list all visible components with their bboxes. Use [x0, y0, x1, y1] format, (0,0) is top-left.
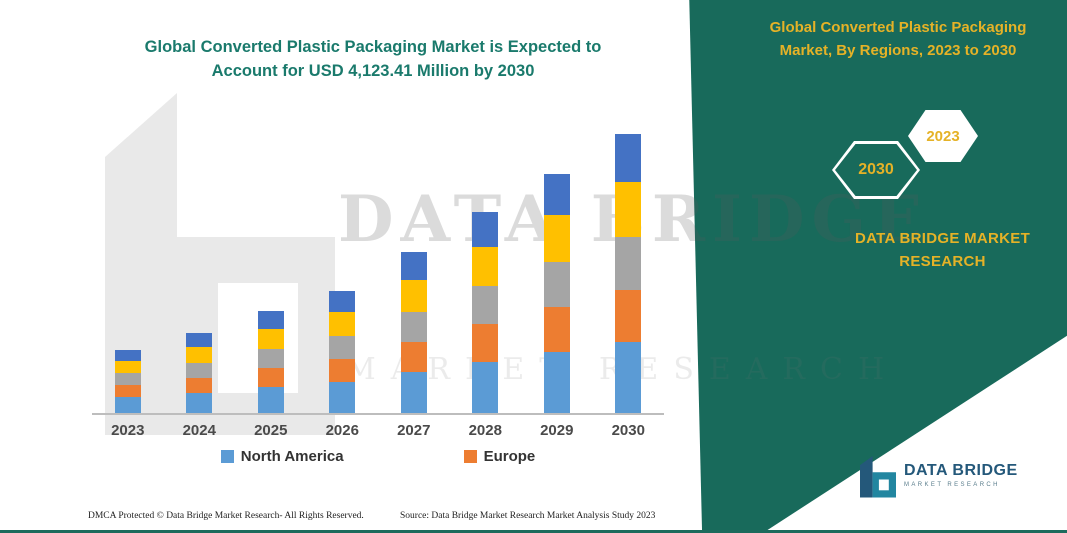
bar-segment — [329, 359, 356, 382]
bar-slot — [378, 252, 450, 413]
stacked-bar-2028 — [472, 212, 499, 413]
bar-slot — [521, 174, 593, 413]
bar-segment — [329, 312, 356, 336]
legend-label: Europe — [483, 448, 536, 465]
bar-segment — [472, 324, 499, 362]
bar-segment — [114, 361, 141, 373]
badge-2030-hexagon: 2030 — [832, 141, 920, 199]
bar-segment — [186, 333, 213, 347]
bar-segment — [543, 215, 570, 262]
bar-segment — [543, 262, 570, 307]
bar-segment — [329, 291, 356, 312]
bar-segment — [400, 280, 427, 312]
bar-segment — [257, 387, 284, 413]
bar-segment — [400, 372, 427, 413]
legend-swatch — [220, 450, 234, 463]
page-title: Global Converted Plastic Packaging Marke… — [144, 38, 602, 80]
stacked-bar-2027 — [400, 252, 427, 413]
bar-segment — [329, 336, 356, 359]
bar-segment — [257, 349, 284, 368]
bar-segment — [543, 307, 570, 352]
bar-slot — [593, 134, 665, 413]
bar-segment — [400, 312, 427, 342]
bar-segment — [615, 134, 642, 182]
dbmr-logo-text: DATA BRIDGE MARKET RESEARCH — [904, 462, 1018, 488]
bar-segment — [400, 252, 427, 280]
x-tick-label: 2029 — [540, 422, 574, 439]
bar-segment — [257, 368, 284, 387]
legend-item-north-america: North America — [220, 448, 344, 465]
legend: North America Europe — [92, 448, 664, 465]
bar-segment — [257, 311, 284, 329]
legend-item-europe: Europe — [463, 448, 536, 465]
bar-segment — [400, 342, 427, 372]
bar-segment — [472, 247, 499, 286]
bar-segment — [543, 352, 570, 413]
bar-segment — [114, 373, 141, 385]
footer-source: Source: Data Bridge Market Research Mark… — [400, 511, 656, 521]
dbmr-logo-tagline: MARKET RESEARCH — [904, 482, 1000, 488]
bar-segment — [615, 290, 642, 342]
side-panel-title: Global Converted Plastic Packaging Marke… — [769, 19, 1027, 60]
x-tick-label: 2030 — [611, 422, 645, 439]
badge-2023-label: 2023 — [926, 127, 960, 145]
stacked-bar-2030 — [615, 134, 642, 413]
legend-swatch — [463, 450, 477, 463]
dbmr-logo: DATA BRIDGE MARKET RESEARCH — [860, 452, 1018, 498]
bar-segment — [472, 286, 499, 324]
bar-slot — [164, 333, 236, 413]
badge-2023-hexagon: 2023 — [908, 110, 978, 162]
bar-segment — [472, 212, 499, 247]
badge-2030-label: 2030 — [858, 161, 894, 178]
bar-segment — [615, 182, 642, 237]
bars-row — [92, 130, 664, 415]
bar-segment — [543, 174, 570, 215]
badge-2030-hexagon-fill — [835, 144, 917, 196]
x-tick-label: 2026 — [325, 422, 359, 439]
dbmr-logo-b-icon — [860, 456, 896, 498]
dbmr-logo-name: DATA BRIDGE — [904, 462, 1018, 479]
brand-text: DATA BRIDGE MARKET RESEARCH — [854, 230, 1031, 270]
bar-segment — [615, 237, 642, 290]
x-tick-label: 2027 — [397, 422, 431, 439]
bar-segment — [186, 393, 213, 413]
stacked-bar-2023 — [114, 350, 141, 413]
footer-dmca: DMCA Protected © Data Bridge Market Rese… — [88, 511, 364, 521]
stacked-bar-2025 — [257, 311, 284, 413]
bar-segment — [186, 378, 213, 393]
bar-segment — [114, 385, 141, 397]
bar-segment — [472, 362, 499, 413]
bar-segment — [615, 342, 642, 413]
watermark-b-stem — [105, 93, 177, 435]
bar-segment — [186, 347, 213, 363]
bar-slot — [235, 311, 307, 413]
bar-slot — [450, 212, 522, 413]
stacked-bar-2026 — [329, 291, 356, 413]
x-labels-row: 2023 2024 2025 2026 2027 2028 2029 2030 — [92, 422, 664, 439]
bar-segment — [257, 329, 284, 349]
bar-segment — [114, 350, 141, 361]
bottom-accent-line — [0, 530, 1067, 533]
x-tick-label: 2025 — [254, 422, 288, 439]
x-tick-label: 2024 — [182, 422, 216, 439]
bar-segment — [329, 382, 356, 413]
bar-segment — [114, 397, 141, 413]
bar-segment — [186, 363, 213, 378]
legend-label: North America — [240, 448, 344, 465]
stacked-bar-2024 — [186, 333, 213, 413]
watermark-text-marketresearch: MARKET RESEARCH — [345, 352, 900, 387]
x-tick-label: 2028 — [468, 422, 502, 439]
bar-slot — [307, 291, 379, 413]
bar-slot — [92, 350, 164, 413]
x-tick-label: 2023 — [111, 422, 145, 439]
stacked-bar-2029 — [543, 174, 570, 413]
